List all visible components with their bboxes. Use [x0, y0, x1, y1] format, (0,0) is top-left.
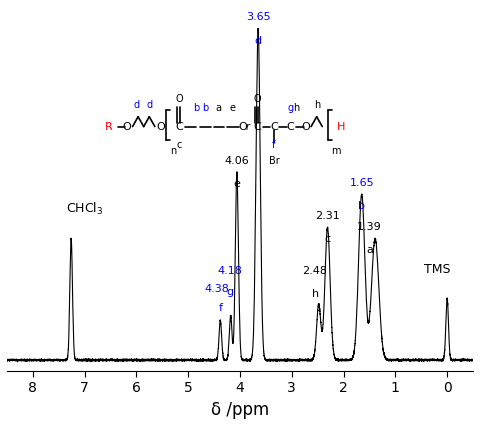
Text: f: f: [218, 302, 222, 313]
Text: d: d: [254, 36, 262, 46]
Text: b: b: [358, 201, 365, 211]
Text: g: g: [288, 104, 294, 113]
X-axis label: δ /ppm: δ /ppm: [211, 401, 269, 419]
Text: h: h: [314, 100, 321, 110]
Text: O: O: [122, 121, 132, 132]
Text: 1.65: 1.65: [349, 178, 374, 188]
Text: C: C: [287, 121, 295, 132]
Text: 2.31: 2.31: [315, 211, 340, 221]
Text: C: C: [270, 121, 278, 132]
Text: b: b: [192, 104, 199, 113]
Text: a: a: [366, 245, 373, 255]
Text: h: h: [293, 104, 300, 113]
Text: b: b: [202, 104, 208, 113]
Text: 1.39: 1.39: [357, 222, 382, 232]
Text: e: e: [230, 104, 236, 113]
Text: O: O: [253, 94, 261, 104]
Text: 2.48: 2.48: [302, 266, 327, 276]
Text: C: C: [175, 121, 183, 132]
Text: O: O: [175, 94, 183, 104]
Text: O: O: [301, 121, 310, 132]
Text: c: c: [324, 234, 331, 244]
Text: h: h: [312, 289, 319, 299]
Text: TMS: TMS: [423, 263, 450, 276]
Text: 4.18: 4.18: [217, 266, 242, 276]
Text: H: H: [336, 121, 345, 132]
Text: e: e: [233, 179, 240, 189]
Text: r: r: [246, 121, 250, 132]
Text: n: n: [170, 146, 176, 156]
Text: g: g: [226, 287, 233, 297]
Text: c: c: [176, 140, 182, 150]
Text: f: f: [272, 140, 276, 150]
Text: a: a: [216, 104, 222, 113]
Text: m: m: [332, 146, 341, 156]
Text: O: O: [238, 121, 247, 132]
Text: C: C: [253, 121, 261, 132]
Text: CHCl$_3$: CHCl$_3$: [66, 201, 103, 216]
Text: d: d: [146, 100, 152, 110]
Text: R: R: [105, 121, 112, 132]
Text: Br: Br: [268, 156, 279, 166]
Text: O: O: [156, 121, 165, 132]
Text: d: d: [133, 100, 139, 110]
Text: 4.06: 4.06: [225, 156, 249, 166]
Text: 4.38: 4.38: [204, 284, 229, 294]
Text: 3.65: 3.65: [246, 12, 270, 23]
